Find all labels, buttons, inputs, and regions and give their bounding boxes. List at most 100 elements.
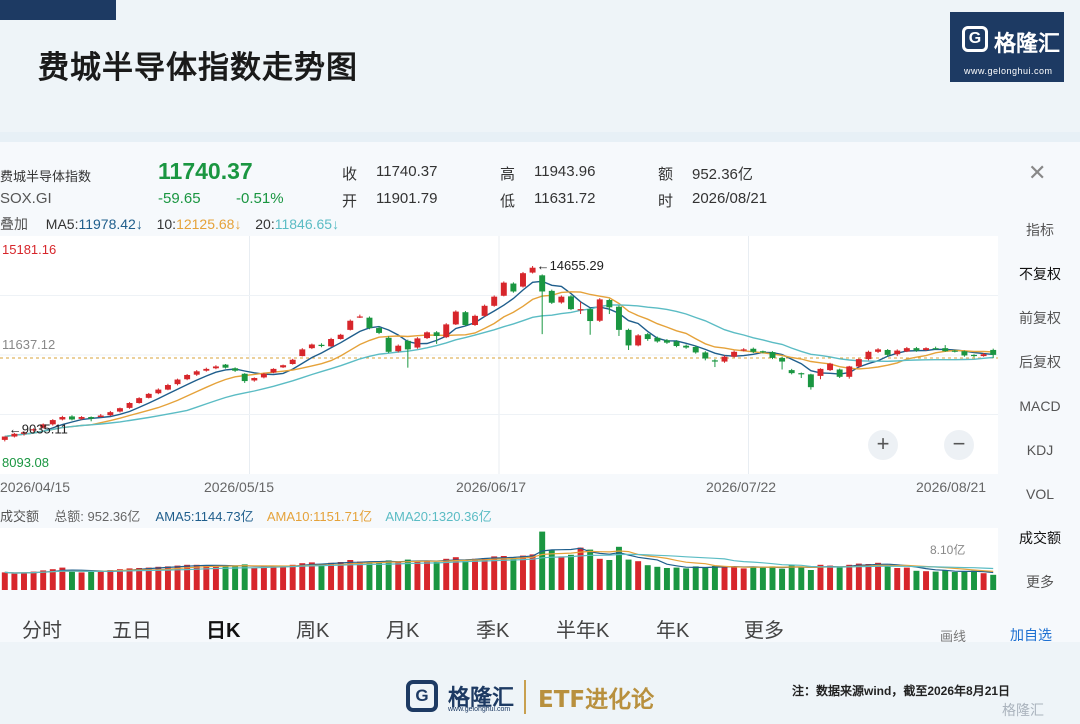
- candle-body: [241, 373, 248, 382]
- volume-total-value: 952.36亿: [87, 509, 141, 524]
- volume-bar: [980, 573, 987, 590]
- volume-bar: [299, 563, 306, 590]
- tab-yearly-k[interactable]: 年K: [656, 620, 690, 642]
- candle: [875, 348, 882, 354]
- candle: [500, 281, 507, 297]
- menu-vol[interactable]: VOL: [1025, 486, 1054, 502]
- candle: [654, 336, 661, 343]
- footer-brand-mark-icon: G: [406, 680, 438, 712]
- candle-body: [260, 373, 267, 378]
- volume-bar: [951, 572, 958, 590]
- volume-bar: [49, 569, 56, 590]
- tab-five-day[interactable]: 五日: [112, 620, 152, 642]
- volume-bar: [174, 565, 181, 590]
- volume-bar: [635, 561, 642, 590]
- tab-halfyear-k[interactable]: 半年K: [556, 620, 610, 642]
- close-icon[interactable]: ✕: [1028, 160, 1047, 185]
- candle: [424, 331, 431, 340]
- candlestick-chart[interactable]: ←14655.29 ←9035.11 15181.16 11637.12 8093…: [0, 236, 998, 474]
- menu-macd[interactable]: MACD: [1019, 398, 1061, 414]
- candle: [40, 423, 47, 429]
- volume-bar: [644, 565, 651, 590]
- candle: [452, 310, 459, 326]
- candle-body: [750, 348, 757, 352]
- candle: [481, 304, 488, 317]
- candle-body: [404, 340, 411, 350]
- candle-body: [836, 369, 843, 377]
- volume-bar: [875, 562, 882, 590]
- candle-body: [414, 338, 421, 348]
- overlay-label[interactable]: 叠加: [0, 216, 28, 232]
- candle: [203, 367, 210, 372]
- candle: [558, 295, 565, 304]
- tab-weekly-k[interactable]: 周K: [296, 620, 330, 642]
- ma-legend: 叠加 MA5:11978.42↓ 10:12125.68↓ 20:11846.6…: [0, 214, 339, 234]
- candle: [376, 326, 383, 335]
- candle-body: [88, 417, 95, 419]
- volume-bar: [855, 563, 862, 590]
- volume-bar: [376, 562, 383, 590]
- candle-body: [961, 351, 968, 356]
- zoom-in-button[interactable]: +: [868, 430, 898, 460]
- brand-name: 格隆汇: [994, 32, 1061, 57]
- zoom-out-button[interactable]: −: [944, 430, 974, 460]
- candle: [308, 343, 315, 350]
- menu-kdj[interactable]: KDJ: [1026, 442, 1054, 458]
- volume-bar: [472, 558, 478, 590]
- x-axis: 2026/04/15 2026/05/15 2026/06/17 2026/07…: [0, 479, 986, 495]
- candle-body: [491, 296, 498, 306]
- candle-body: [21, 432, 27, 434]
- menu-forward-adjust[interactable]: 前复权: [1019, 310, 1061, 326]
- candle: [107, 410, 114, 417]
- menu-more[interactable]: 更多: [1026, 574, 1054, 590]
- candle-body: [759, 351, 766, 353]
- menu-no-adjust[interactable]: 不复权: [1019, 266, 1061, 282]
- tab-more[interactable]: 更多: [744, 620, 784, 642]
- amount-label: 额: [658, 166, 674, 183]
- ma5-value: 11978.42↓: [78, 216, 143, 232]
- volume-bar: [807, 570, 814, 590]
- candle-body: [951, 350, 958, 352]
- candle: [711, 359, 718, 368]
- tab-daily-k[interactable]: 日K: [206, 620, 241, 642]
- volume-bar: [942, 570, 949, 590]
- volume-bar: [404, 559, 411, 590]
- menu-turnover[interactable]: 成交额: [1019, 530, 1061, 546]
- candle: [193, 370, 200, 376]
- volume-bar: [702, 567, 709, 590]
- candle: [328, 337, 335, 347]
- tab-intraday[interactable]: 分时: [22, 620, 62, 642]
- candle: [663, 339, 670, 344]
- menu-backward-adjust[interactable]: 后复权: [1019, 354, 1061, 370]
- candle-body: [452, 311, 459, 325]
- close-label: 收: [342, 166, 358, 183]
- candle-body: [903, 348, 910, 352]
- volume-title: 成交额: [0, 509, 40, 524]
- candle-body: [625, 329, 632, 346]
- candle-body: [587, 309, 594, 322]
- candle-body: [376, 328, 383, 333]
- draw-line-button[interactable]: 画线: [940, 629, 967, 644]
- volume-chart[interactable]: 8.10亿: [0, 528, 998, 590]
- candle-body: [184, 374, 191, 380]
- menu-indicator[interactable]: 指标: [1026, 222, 1054, 238]
- volume-bar: [596, 558, 603, 590]
- tab-monthly-k[interactable]: 月K: [386, 620, 420, 642]
- watermark: 格隆汇: [1002, 702, 1044, 718]
- candle-body: [663, 340, 670, 343]
- candle-body: [472, 315, 478, 326]
- candle-body: [30, 429, 37, 431]
- candle-body: [318, 344, 325, 347]
- tab-quarterly-k[interactable]: 季K: [476, 620, 510, 642]
- volume-bar: [193, 564, 200, 590]
- candle: [827, 362, 834, 372]
- add-watchlist-button[interactable]: 加自选: [1010, 627, 1052, 643]
- candle: [788, 368, 795, 375]
- volume-bar: [270, 566, 277, 590]
- ama5-value: 1144.73亿: [194, 509, 254, 524]
- volume-bar: [539, 531, 546, 590]
- candle: [961, 350, 968, 357]
- candle-body: [97, 415, 104, 418]
- candle-body: [635, 335, 642, 346]
- candle-body: [107, 412, 114, 416]
